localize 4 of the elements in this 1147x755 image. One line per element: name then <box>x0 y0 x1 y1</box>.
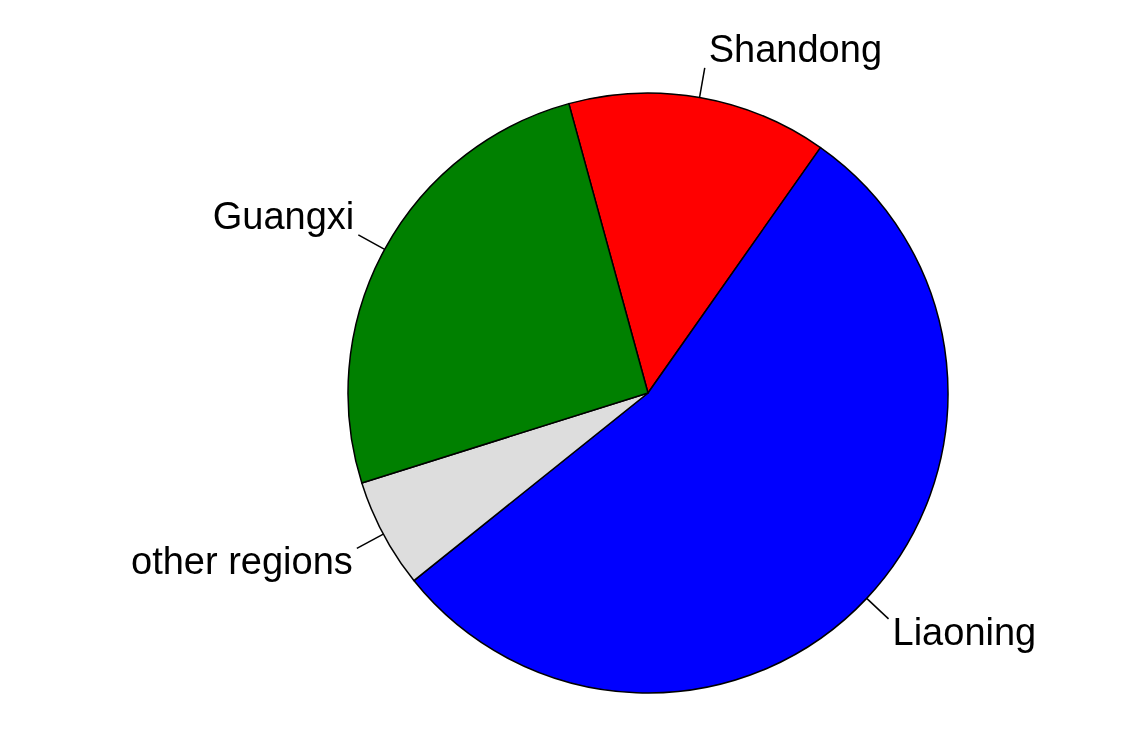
slice-label: other regions <box>131 540 353 583</box>
slice-label: Guangxi <box>212 194 355 237</box>
slice-label: Liaoning <box>892 610 1037 653</box>
slice-label: Shandong <box>708 27 883 70</box>
